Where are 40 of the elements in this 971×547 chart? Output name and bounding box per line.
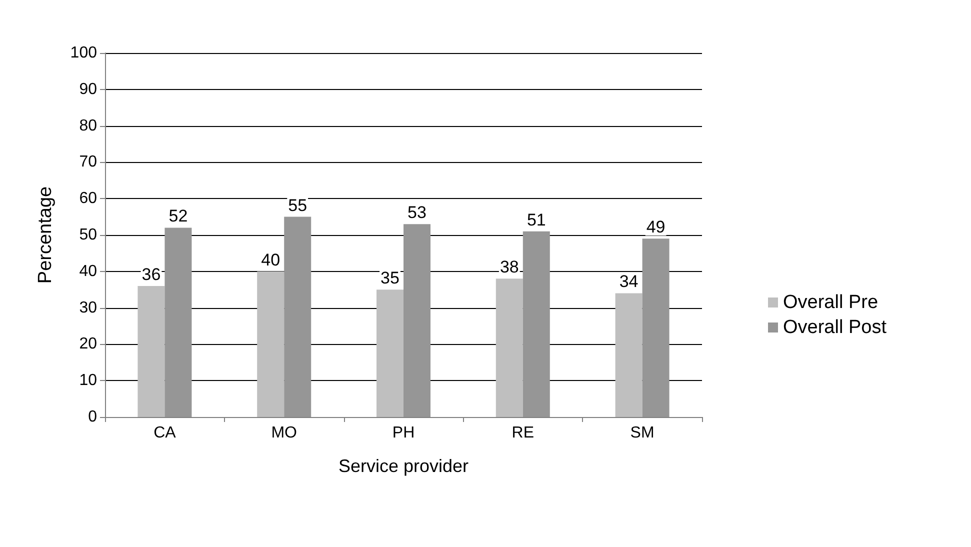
data-label: 52: [168, 206, 188, 226]
bar: [376, 290, 404, 417]
bar: [615, 293, 642, 417]
y-tick-label: 10: [79, 372, 98, 390]
bar: [522, 231, 550, 417]
bar: [404, 224, 430, 417]
y-tick-label: 20: [79, 336, 98, 353]
y-tick-label: 90: [79, 80, 98, 98]
y-tick-label: 30: [79, 299, 98, 316]
y-tick-label: 60: [79, 190, 98, 208]
y-tick-label: 40: [79, 262, 98, 280]
data-label: 40: [261, 250, 280, 270]
x-tick-label: PH: [392, 424, 415, 442]
y-tick-label: 50: [79, 226, 98, 244]
y-tick-label: 70: [79, 154, 98, 171]
bar: [496, 278, 523, 417]
data-label: 34: [619, 272, 638, 292]
y-tick-label: 100: [70, 44, 98, 62]
x-tick-label: CA: [154, 424, 176, 442]
legend-label: Overall Post: [783, 317, 888, 338]
data-label: 55: [288, 196, 308, 215]
bar: [284, 216, 312, 417]
data-label: 51: [526, 210, 546, 230]
bar: [164, 228, 192, 417]
y-tick-label: 0: [88, 408, 98, 426]
y-tick-label: 80: [79, 117, 98, 134]
bar: [138, 286, 165, 417]
y-axis-title: Percentage: [35, 186, 56, 284]
data-label: 53: [408, 203, 426, 222]
x-tick-label: RE: [512, 424, 534, 442]
x-tick-label: SM: [630, 424, 654, 442]
x-axis-title: Service provider: [338, 456, 469, 476]
data-label: 38: [500, 258, 519, 277]
bar: [257, 271, 284, 417]
x-tick-label: MO: [271, 424, 297, 442]
bar: [642, 238, 670, 417]
legend-label: Overall Pre: [783, 292, 878, 313]
data-label: 36: [142, 264, 161, 284]
data-label: 49: [646, 218, 666, 237]
data-label: 35: [380, 268, 400, 288]
